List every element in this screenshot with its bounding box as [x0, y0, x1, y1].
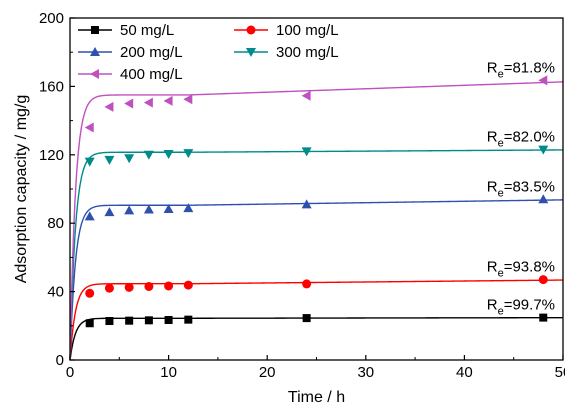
data-point [163, 95, 173, 106]
data-point [143, 97, 153, 108]
removal-efficiency-label: Re=81.8% [487, 59, 555, 80]
data-point [144, 281, 154, 291]
x-axis-title: Time / h [288, 389, 345, 404]
y-tick-label: 0 [56, 352, 64, 369]
x-tick-label: 50 [555, 364, 565, 381]
legend-item: 400 mg/L [78, 66, 183, 83]
data-point [104, 155, 115, 165]
legend-marker [90, 69, 99, 79]
fit-curve-50-mg-L [69, 316, 563, 361]
legend-marker [246, 25, 256, 35]
data-point [143, 204, 154, 214]
data-point [84, 157, 95, 167]
data-point [539, 313, 548, 322]
data-point [163, 204, 174, 214]
data-point [538, 275, 548, 285]
data-point [301, 199, 312, 209]
fit-curve-200-mg-L [69, 199, 564, 361]
y-tick-label: 200 [39, 10, 64, 27]
data-point [125, 316, 134, 325]
y-tick-label: 80 [47, 215, 64, 232]
x-tick-label: 0 [66, 364, 74, 381]
x-tick-label: 40 [456, 364, 473, 381]
data-point [104, 283, 114, 293]
legend-item: 200 mg/L [78, 44, 183, 61]
data-point [143, 150, 154, 160]
legend-marker [91, 26, 99, 34]
removal-efficiency-label: Re=82.0% [487, 129, 555, 150]
legend-item: 100 mg/L [234, 22, 339, 39]
legend: 50 mg/L 100 mg/L 200 mg/L 300 mg/L 400 mg/L [78, 22, 339, 83]
data-point [164, 315, 173, 324]
y-tick-label: 40 [47, 284, 64, 301]
data-point [302, 279, 312, 289]
data-point [538, 145, 549, 155]
data-point [164, 281, 174, 291]
data-point [104, 101, 114, 112]
legend-label: 200 mg/L [120, 44, 183, 61]
data-point [301, 90, 311, 101]
y-tick-label: 120 [39, 147, 64, 164]
legend-item: 300 mg/L [234, 44, 339, 61]
data-point [105, 317, 114, 326]
y-axis-title: Adsorption capacity / mg/g [13, 95, 30, 284]
data-point [302, 314, 311, 323]
data-point [85, 288, 95, 298]
x-tick-label: 30 [357, 364, 374, 381]
data-point [183, 94, 193, 105]
data-point [84, 211, 95, 221]
data-point [301, 147, 312, 157]
removal-efficiency-label: Re=99.7% [487, 297, 555, 318]
removal-efficiency-annotations: Re=99.7% Re=93.8% Re=83.5% Re=82.0% Re=81.8% [487, 59, 555, 317]
data-point [184, 315, 193, 324]
x-tick-label: 10 [160, 364, 177, 381]
legend-label: 100 mg/L [276, 22, 339, 39]
fit-curve-100-mg-L [69, 279, 564, 361]
data-point [124, 98, 134, 109]
data-point [183, 149, 194, 159]
legend-marker [90, 47, 100, 56]
y-tick-label: 160 [39, 78, 64, 95]
data-point [104, 207, 115, 217]
data-point [183, 203, 194, 213]
data-point [124, 154, 135, 164]
data-point [538, 194, 549, 204]
x-axis-ticks: 0 10 20 30 40 50 [66, 355, 565, 381]
data-point [538, 75, 548, 86]
data-point [163, 149, 174, 159]
data-point [84, 122, 94, 133]
removal-efficiency-label: Re=93.8% [487, 259, 555, 280]
legend-label: 300 mg/L [276, 44, 339, 61]
legend-label: 400 mg/L [120, 66, 183, 83]
data-point [144, 316, 153, 325]
fit-curve-400-mg-L [69, 81, 564, 361]
x-tick-label: 20 [259, 364, 276, 381]
fit-curves [69, 81, 564, 361]
data-point [124, 205, 135, 215]
data-point [183, 280, 193, 290]
legend-item: 50 mg/L [78, 22, 174, 39]
data-point [85, 319, 94, 328]
y-axis-ticks: 0 40 80 120 160 200 [39, 10, 75, 369]
legend-marker [246, 48, 256, 57]
data-markers [84, 75, 549, 328]
data-point [124, 282, 134, 292]
legend-label: 50 mg/L [120, 22, 174, 39]
removal-efficiency-label: Re=83.5% [487, 178, 555, 199]
